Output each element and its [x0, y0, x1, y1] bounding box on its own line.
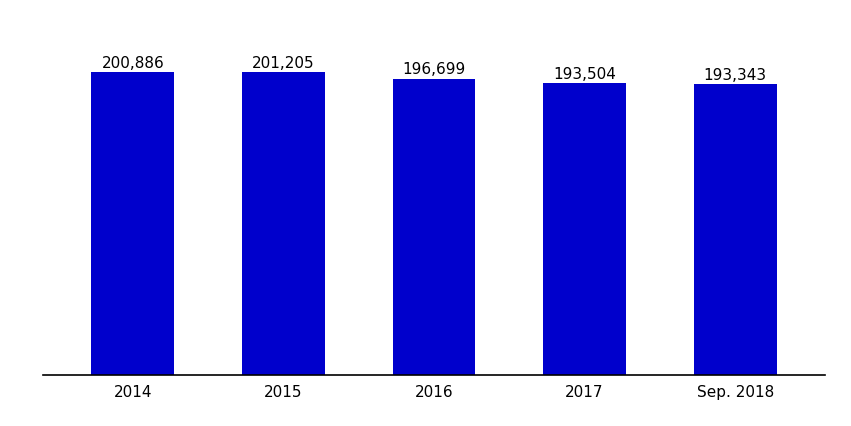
Bar — [543, 83, 626, 375]
Bar — [242, 72, 325, 375]
Text: 196,699: 196,699 — [403, 63, 465, 78]
Bar — [392, 79, 476, 375]
Bar — [92, 72, 174, 375]
Text: 201,205: 201,205 — [252, 56, 315, 71]
Text: 193,504: 193,504 — [553, 67, 616, 82]
Text: 200,886: 200,886 — [101, 56, 164, 71]
Bar — [694, 84, 777, 375]
Text: 193,343: 193,343 — [704, 68, 767, 83]
